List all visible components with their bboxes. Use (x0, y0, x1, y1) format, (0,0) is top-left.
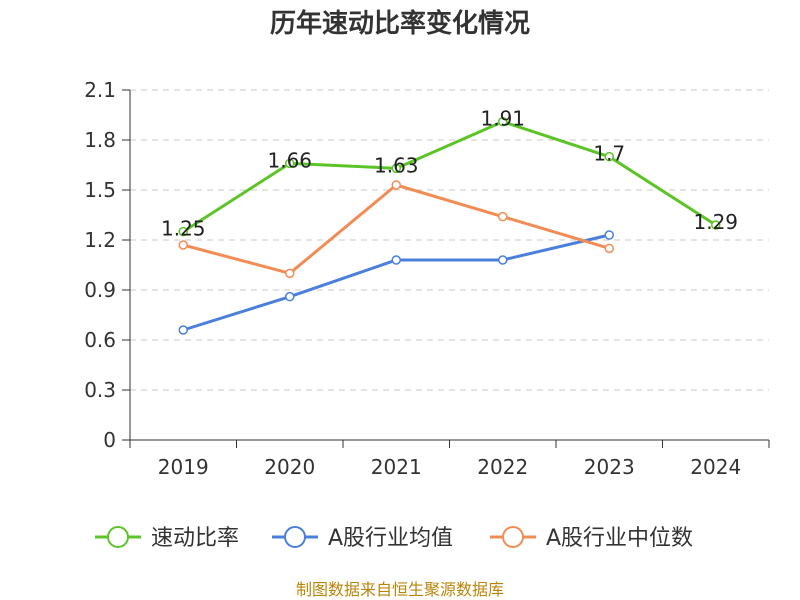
y-tick-label: 1.8 (84, 128, 116, 152)
data-label: 1.7 (593, 142, 625, 166)
y-tick-label: 2.1 (84, 78, 116, 102)
data-point (391, 255, 401, 265)
y-tick-label: 0.3 (84, 378, 116, 402)
x-tick-label: 2021 (371, 455, 422, 479)
x-tick-label: 2020 (264, 455, 315, 479)
data-point (391, 180, 401, 190)
legend-marker (502, 526, 524, 548)
series-line-1 (182, 233, 610, 332)
data-point (604, 243, 614, 254)
chart-title: 历年速动比率变化情况 (270, 8, 530, 39)
data-point (711, 220, 721, 230)
x-tick-label: 2019 (158, 455, 209, 479)
data-labels: 1.25 1.66 1.63 1.91 1.7 1.29 (161, 107, 738, 241)
y-tick-label: 1.5 (84, 178, 116, 202)
data-point (498, 255, 508, 265)
x-tick-label: 2022 (477, 455, 528, 479)
legend-label: 速动比率 (151, 526, 239, 551)
legend-label: A股行业中位数 (546, 526, 693, 551)
legend-marker (284, 526, 306, 548)
data-point (178, 226, 188, 237)
data-point (604, 151, 614, 162)
y-tick-label: 0.9 (84, 278, 116, 302)
data-label: 1.66 (267, 148, 312, 172)
y-tick-label: 0.6 (84, 328, 116, 352)
data-label: 1.63 (374, 153, 419, 177)
data-point (285, 291, 295, 302)
data-label: 1.25 (161, 217, 206, 241)
data-point (178, 325, 188, 335)
x-tick-label: 2024 (690, 455, 741, 479)
y-tick-label: 1.2 (84, 228, 116, 252)
series-line-0 (182, 120, 717, 233)
legend-label: A股行业均值 (328, 526, 453, 551)
data-point (391, 163, 401, 174)
legend-marker (107, 526, 129, 548)
data-point (604, 230, 614, 240)
legend: 速动比率 A股行业均值 A股行业中位数 (95, 526, 693, 551)
data-label: 1.91 (480, 107, 525, 131)
y-tick-label: 0 (103, 428, 116, 452)
axes: 0 0.3 0.6 0.9 1.2 1.5 1.8 2.1 2019 2020 2021 2022 20… (84, 78, 770, 479)
grid-lines (130, 89, 769, 391)
series-lines (178, 116, 721, 335)
data-label: 1.29 (693, 210, 738, 234)
source-note: 制图数据来自恒生聚源数据库 (296, 580, 504, 599)
data-point (285, 268, 295, 279)
data-point (498, 116, 508, 127)
data-point (178, 240, 188, 250)
x-tick-label: 2023 (584, 455, 635, 479)
data-point (498, 211, 508, 222)
data-point (285, 158, 295, 169)
